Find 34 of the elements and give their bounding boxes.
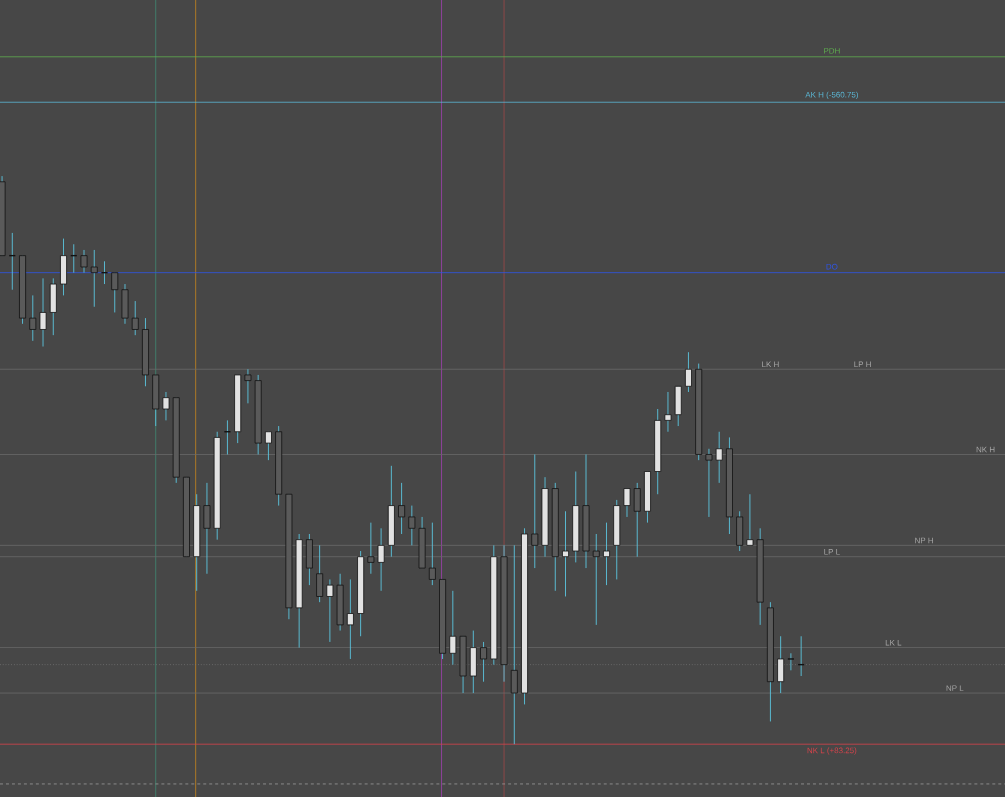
candlestick [715,431,723,484]
candlestick [80,249,88,274]
candlestick [449,590,457,666]
candlestick [705,448,713,518]
candlestick [346,578,354,660]
candlestick [90,249,98,308]
candlestick [510,544,518,745]
candlestick [480,641,488,683]
candlestick [623,488,631,518]
candlestick [633,482,641,558]
candlestick [377,527,385,592]
candlestick [316,544,324,603]
candlestick [531,454,539,569]
candlestick [111,272,119,313]
candlestick [777,635,785,694]
candlestick [398,482,406,535]
candlestick [592,533,600,626]
candlestick [264,431,272,461]
candlestick [428,522,436,586]
candlestick [684,351,692,393]
candlestick [203,482,211,575]
candlestick [562,510,569,597]
candlestick [746,493,754,546]
candlestick [162,391,170,421]
candlestick [29,294,37,342]
candlestick [664,391,672,433]
candlestick [326,578,334,643]
candlestick [787,652,795,671]
candlestick [408,505,416,546]
candlestick [367,522,375,575]
candlestick [131,300,139,336]
candlestick [244,368,252,404]
candlestick [39,277,47,347]
candlestick [603,522,610,586]
